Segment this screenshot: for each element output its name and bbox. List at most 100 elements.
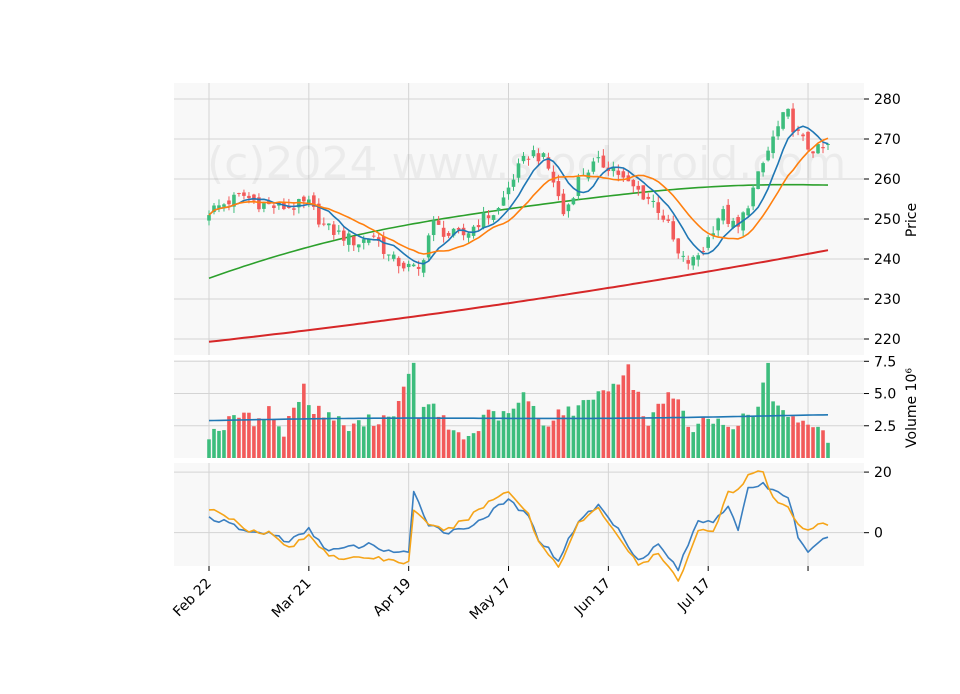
volume-bar — [391, 416, 396, 458]
volume-bar — [346, 431, 351, 458]
volume-bar — [461, 439, 466, 458]
x-tick-label-3: May 17 — [467, 576, 515, 624]
x-axis: Feb 22 Mar 21 Apr 19 May 17 Jun 17 Jul 17 — [170, 566, 809, 624]
volume-bar — [257, 418, 261, 458]
candle-body — [481, 212, 486, 228]
volume-bar — [756, 406, 760, 458]
candle-body — [526, 158, 531, 160]
volume-bar — [631, 389, 636, 458]
volume-bar — [212, 428, 216, 458]
volume-bar — [716, 418, 720, 458]
ma-mid-line — [208, 137, 829, 255]
candle-body — [826, 144, 830, 146]
price-axis-label: Price — [904, 203, 920, 237]
candle-body — [721, 209, 725, 221]
volume-bar — [711, 423, 715, 458]
candle-body — [771, 136, 775, 154]
candle-body — [601, 155, 606, 168]
volume-bar — [791, 416, 795, 458]
volume-bar — [287, 416, 291, 458]
volume-bar — [596, 391, 601, 458]
volume-bar — [466, 435, 471, 458]
volume-bar — [496, 420, 501, 458]
candle-body — [711, 233, 715, 236]
candle-body — [556, 181, 561, 197]
volume-bar — [436, 416, 441, 458]
volume-bar — [222, 430, 226, 458]
candle-body — [776, 126, 780, 137]
candle-body — [816, 144, 820, 154]
volume-bar — [746, 414, 750, 458]
candle-body — [701, 251, 705, 253]
candle-body — [691, 256, 696, 266]
x-tick-label-0: Feb 22 — [170, 576, 215, 621]
price-ytick-label-1: 230 — [874, 292, 901, 308]
candle-body — [257, 197, 261, 210]
price-ytick-label-3: 250 — [874, 212, 901, 228]
volume-bar — [411, 362, 416, 458]
candle-body — [406, 263, 411, 268]
candle-body — [361, 239, 366, 243]
volume-bar — [511, 408, 516, 458]
volume-bar — [476, 431, 481, 458]
volume-bar — [446, 429, 451, 458]
candle-body — [696, 255, 701, 260]
ma-200-line — [208, 249, 829, 343]
candle-body — [551, 171, 556, 183]
volume-bar — [626, 364, 631, 458]
candle-body — [731, 220, 735, 228]
candle-body — [506, 187, 511, 195]
candle-body — [346, 233, 351, 245]
candle-body — [471, 226, 476, 236]
candle-body — [736, 217, 740, 227]
candle-body — [686, 260, 691, 264]
candle-body — [496, 208, 501, 211]
volume-bar — [506, 413, 511, 458]
volume-axis-label: Volume 10⁶ — [904, 368, 920, 448]
candle-body — [611, 166, 616, 172]
volume-bar — [486, 409, 491, 458]
volume-bar — [816, 426, 820, 458]
candle-body — [706, 237, 710, 248]
volume-bar — [551, 420, 556, 458]
candle-body — [386, 254, 391, 256]
volume-bar — [272, 419, 276, 458]
volume-bar — [616, 384, 621, 458]
osc-ytick-label-0: 0 — [874, 526, 883, 542]
volume-bar — [351, 423, 356, 458]
candle-body — [596, 157, 601, 159]
candle-body — [621, 171, 626, 178]
volume-bar — [536, 418, 541, 458]
volume-bar — [501, 411, 506, 458]
volume-bar — [242, 412, 246, 458]
candle-body — [541, 153, 546, 157]
volume-bar — [277, 426, 281, 458]
candle-body — [726, 204, 730, 224]
volume-bar — [262, 419, 266, 458]
volume-bar — [706, 418, 710, 458]
volume-bar — [691, 432, 696, 458]
oscillator-line-1 — [208, 481, 829, 572]
volume-bar — [282, 436, 286, 458]
volume-bar — [521, 392, 526, 458]
candle-body — [646, 196, 651, 199]
volume-bar — [766, 362, 770, 458]
candle-body — [666, 219, 671, 221]
volume-bar — [361, 426, 366, 458]
candle-body — [511, 179, 516, 187]
candle-body — [272, 205, 276, 208]
candle-body — [312, 195, 316, 207]
candle-body — [806, 131, 810, 150]
volume-bar — [247, 412, 251, 458]
candle-body — [476, 225, 481, 228]
candle-body — [446, 232, 451, 236]
candle-body — [716, 218, 720, 231]
volume-bar — [641, 416, 646, 458]
candle-body — [411, 264, 416, 267]
candle-body — [307, 199, 311, 205]
volume-bar — [561, 415, 566, 458]
candle-body — [431, 220, 436, 236]
candle-body — [336, 230, 341, 232]
volume-bar — [312, 413, 316, 458]
